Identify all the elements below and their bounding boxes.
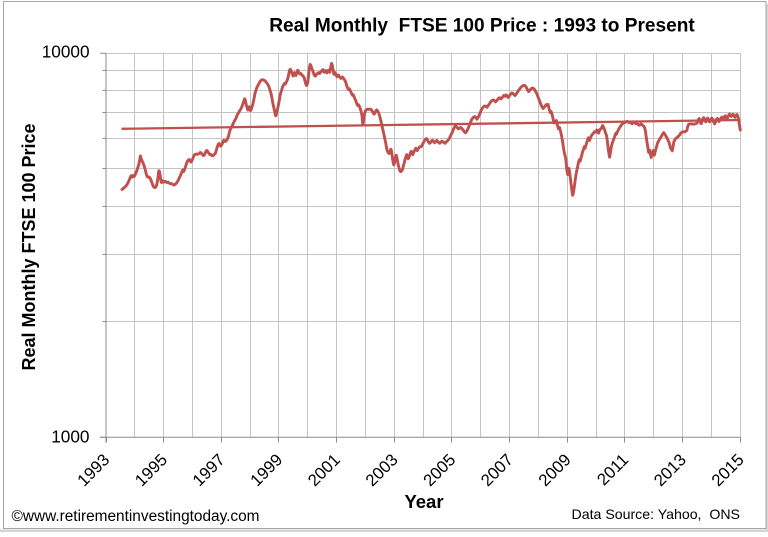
svg-text:Real Monthly FTSE 100 Price: Real Monthly FTSE 100 Price <box>19 123 39 370</box>
svg-text:1000: 1000 <box>51 426 89 446</box>
svg-text:Year: Year <box>404 491 443 512</box>
svg-text:Real Monthly FTSE 100 Price :: Real Monthly FTSE 100 Price : 1993 to Pr… <box>269 15 695 36</box>
svg-text:©www.retirementinvestingtoday.: ©www.retirementinvestingtoday.com <box>12 508 260 525</box>
svg-text:Data Source: Yahoo, ONS: Data Source: Yahoo, ONS <box>572 506 740 522</box>
svg-text:10000: 10000 <box>42 42 90 62</box>
